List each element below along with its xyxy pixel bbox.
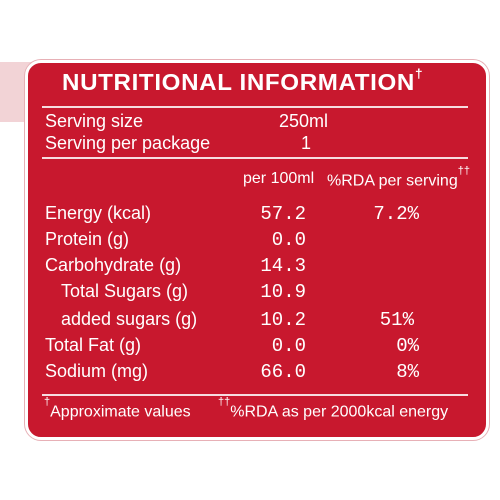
row-value-energy: 57.2 [260, 203, 306, 225]
row-label-total-fat: Total Fat (g) [45, 335, 142, 355]
row-label-sodium: Sodium (mg) [45, 361, 149, 381]
column-header-rda-text: %RDA per serving [327, 172, 458, 190]
footnote-approximate-mark: † [44, 396, 51, 408]
row-rda-total-fat: 0% [396, 335, 419, 357]
row-rda-added-sugars: 51% [379, 309, 414, 331]
row-rda-energy: 7.2% [373, 203, 419, 225]
serving-per-package-value: 1 [301, 133, 312, 153]
row-value-added-sugars: 10.2 [260, 309, 306, 331]
row-label-added-sugars: added sugars (g) [61, 309, 198, 329]
footnote-approximate: †Approximate values [44, 396, 191, 421]
row-value-carbohydrate: 14.3 [260, 255, 306, 277]
row-value-sodium: 66.0 [260, 361, 306, 383]
title-dagger: † [415, 66, 424, 82]
row-label-energy: Energy (kcal) [45, 203, 152, 223]
row-rda-sodium: 8% [396, 361, 419, 383]
title-divider [42, 106, 468, 108]
column-header-rda-mark: †† [457, 165, 470, 177]
footnote-approximate-text: Approximate values [50, 403, 191, 421]
footnote-rda-basis-mark: †† [218, 396, 231, 408]
title-text: NUTRITIONAL INFORMATION [62, 69, 416, 95]
serving-divider [42, 157, 468, 159]
footnote-rda-basis: ††%RDA as per 2000kcal energy [218, 396, 449, 421]
row-value-total-fat: 0.0 [271, 335, 306, 357]
serving-size-label: Serving size [45, 111, 144, 131]
footnote-divider [42, 394, 468, 396]
row-label-carbohydrate: Carbohydrate (g) [45, 255, 182, 275]
serving-size-value: 250ml [279, 111, 329, 131]
row-label-total-sugars: Total Sugars (g) [61, 281, 189, 301]
row-value-total-sugars: 10.9 [260, 281, 306, 303]
footnote-rda-basis-text: %RDA as per 2000kcal energy [230, 403, 449, 421]
panel-title: NUTRITIONAL INFORMATION† [62, 66, 482, 96]
row-label-protein: Protein (g) [45, 229, 130, 249]
serving-per-package-label: Serving per package [45, 133, 211, 153]
row-value-protein: 0.0 [271, 229, 306, 251]
column-header-per-100ml: per 100ml [243, 170, 315, 187]
column-header-rda: %RDA per serving†† [327, 165, 470, 190]
nutrition-panel [25, 60, 489, 440]
